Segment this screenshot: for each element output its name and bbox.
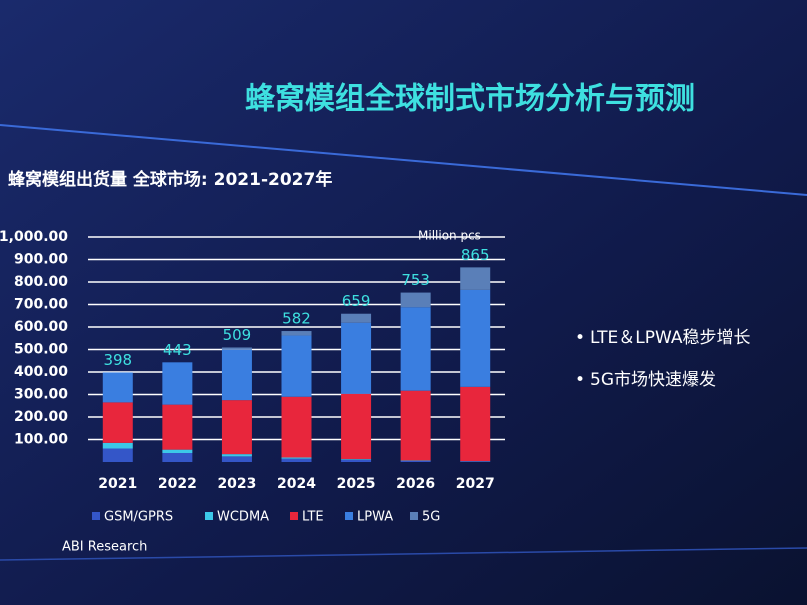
- y-tick-label: 800.00: [14, 274, 68, 290]
- bar-segment: [460, 267, 491, 290]
- bar-segment: [460, 386, 491, 462]
- legend-swatch: [92, 512, 100, 520]
- bar-segment: [221, 454, 252, 457]
- y-tick-label: 600.00: [14, 319, 68, 335]
- bar-segment: [221, 349, 252, 401]
- divider: [0, 124, 807, 196]
- bar-segment: [162, 362, 193, 405]
- total-label: 659: [342, 292, 371, 310]
- y-tick-label: 200.00: [14, 409, 68, 425]
- y-tick-label: 100.00: [14, 432, 68, 448]
- bar-segment: [221, 456, 252, 462]
- slide-title: 蜂窝模组全球制式市场分析与预测: [245, 82, 695, 117]
- legend-swatch: [345, 512, 353, 520]
- bar-segment: [341, 459, 372, 460]
- bar-segment: [221, 400, 252, 455]
- bar-segment: [102, 448, 133, 462]
- bar-segment: [460, 289, 491, 387]
- y-tick-label: 500.00: [14, 342, 68, 358]
- bar-segment: [281, 331, 312, 336]
- bar-segment: [400, 390, 431, 461]
- bar-segment: [162, 404, 193, 450]
- bullet-text: 5G市场快速爆发: [590, 370, 716, 390]
- bar-segment: [281, 396, 312, 458]
- y-tick-label: 400.00: [14, 364, 68, 380]
- x-tick-label: 2024: [277, 476, 316, 492]
- bar-segment: [102, 372, 133, 403]
- legend-label: LPWA: [357, 510, 393, 525]
- unit-label: Million pcs: [418, 229, 481, 243]
- bullet: •: [575, 328, 585, 348]
- legend-swatch: [205, 512, 213, 520]
- chart-subtitle: 蜂窝模组出货量 全球市场: 2021-2027年: [8, 169, 332, 190]
- bar-segment: [102, 402, 133, 443]
- x-tick-label: 2026: [396, 476, 435, 492]
- y-tick-label: 300.00: [14, 387, 68, 403]
- bar-segment: [341, 313, 372, 323]
- bar-segment: [281, 457, 312, 459]
- source: ABI Research: [62, 540, 147, 555]
- divider: [0, 547, 807, 561]
- bar-segment: [341, 322, 372, 394]
- total-label: 398: [103, 351, 132, 369]
- y-tick-label: 1,000.00: [0, 229, 68, 245]
- total-label: 582: [282, 310, 311, 328]
- bar-segment: [102, 442, 133, 449]
- bar-segment: [221, 347, 252, 350]
- legend-label: 5G: [422, 510, 440, 525]
- bullet-text: LTE＆LPWA稳步增长: [590, 328, 751, 348]
- bullet: •: [575, 370, 585, 390]
- bar-segment: [400, 307, 431, 391]
- bar-segment: [400, 460, 431, 462]
- legend-label: GSM/GPRS: [104, 510, 173, 525]
- bar-segment: [341, 393, 372, 460]
- bar-segment: [162, 449, 193, 453]
- bar-segment: [460, 461, 491, 462]
- bar-segment: [341, 459, 372, 462]
- legend-label: LTE: [302, 510, 324, 525]
- bar-segment: [281, 458, 312, 462]
- total-label: 865: [461, 246, 490, 264]
- legend-swatch: [290, 512, 298, 520]
- y-tick-label: 900.00: [14, 252, 68, 268]
- bar-segment: [162, 453, 193, 462]
- x-tick-label: 2022: [158, 476, 197, 492]
- x-tick-label: 2023: [217, 476, 256, 492]
- x-tick-label: 2027: [456, 476, 495, 492]
- bar-segment: [400, 292, 431, 308]
- total-label: 753: [401, 271, 430, 289]
- x-tick-label: 2021: [98, 476, 137, 492]
- x-tick-label: 2025: [337, 476, 376, 492]
- total-label: 509: [223, 326, 252, 344]
- bar-segment: [281, 335, 312, 397]
- y-tick-label: 700.00: [14, 297, 68, 313]
- legend-swatch: [410, 512, 418, 520]
- total-label: 443: [163, 341, 192, 359]
- legend-label: WCDMA: [217, 510, 269, 525]
